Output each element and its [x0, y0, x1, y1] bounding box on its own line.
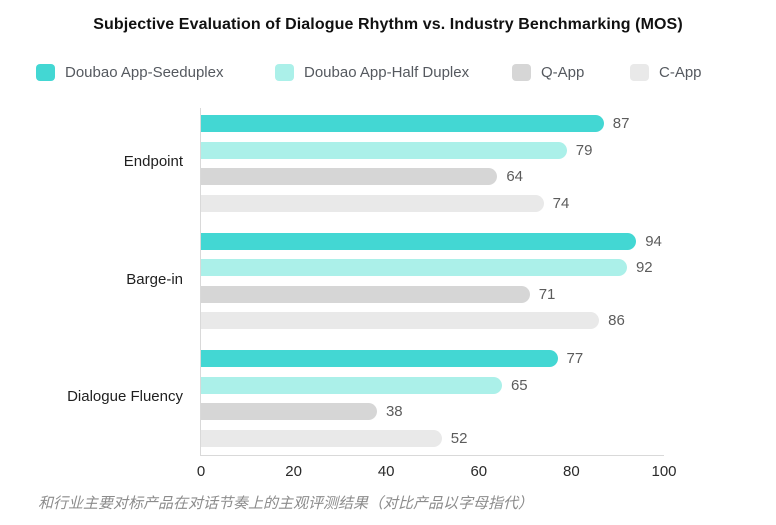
legend-swatch-icon — [275, 63, 294, 81]
bar-doubao-app-half-duplex: 92 — [201, 259, 653, 276]
bar-value-label: 64 — [506, 168, 523, 185]
bar-group-dialogue-fluency: Dialogue Fluency 77 65 38 52 — [67, 350, 664, 447]
bar-doubao-app-seeduplex: 94 — [201, 232, 662, 250]
chart-caption: 和行业主要对标产品在对话节奏上的主观评测结果（对比产品以字母指代） — [38, 495, 534, 512]
bar-doubao-app-half-duplex: 79 — [201, 141, 592, 159]
category-label: Dialogue Fluency — [67, 388, 183, 405]
legend-item-series-2: Doubao App-Half Duplex — [275, 62, 469, 82]
legend-label: C-App — [659, 63, 702, 81]
x-axis-tick-label: 60 — [470, 463, 488, 480]
bar-value-label: 65 — [510, 376, 528, 394]
legend-item-series-4: C-App — [630, 62, 702, 82]
bar-value-label: 71 — [538, 285, 556, 303]
plot-area: Endpoint 87 79 64 74 Barge-in 94 92 71 86 Dialogue… — [67, 108, 677, 480]
chart-title: Subjective Evaluation of Dialogue Rhythm… — [93, 16, 683, 33]
x-axis-tick-label: 100 — [651, 463, 677, 480]
legend-swatch-icon — [36, 63, 55, 81]
legend-item-series-3: Q-App — [512, 62, 584, 82]
x-axis-tick-label: 80 — [563, 463, 580, 480]
legend-swatch-icon — [630, 63, 649, 81]
bar-value-label: 94 — [645, 232, 662, 250]
x-axis-tick-label: 20 — [285, 463, 302, 480]
bar-value-label: 74 — [552, 194, 570, 212]
bar-group-endpoint: Endpoint 87 79 64 74 — [124, 115, 664, 212]
bar-doubao-app-seeduplex: 77 — [201, 350, 583, 367]
bar-value-label: 38 — [385, 403, 403, 420]
category-label: Endpoint — [123, 153, 183, 170]
bar-value-label: 77 — [566, 350, 584, 367]
bar-c-app: 74 — [201, 194, 569, 212]
legend-label: Doubao App-Seeduplex — [65, 63, 224, 81]
bar-q-app: 38 — [201, 403, 403, 420]
bar-value-label: 87 — [612, 115, 630, 132]
x-axis-tick-label: 0 — [196, 463, 206, 480]
legend: Doubao App-Seeduplex Doubao App-Half Dupl… — [0, 62, 776, 84]
bar-value-label: 92 — [635, 259, 653, 276]
bar-group-barge-in: Barge-in 94 92 71 86 — [126, 232, 664, 330]
bar-c-app: 52 — [201, 429, 467, 447]
x-axis-tick-label: 40 — [377, 463, 395, 480]
bar-value-label: 52 — [450, 429, 468, 447]
bar-value-label: 79 — [575, 141, 593, 159]
legend-label: Doubao App-Half Duplex — [304, 63, 470, 81]
bar-doubao-app-seeduplex: 87 — [201, 115, 629, 132]
legend-label: Q-App — [541, 63, 585, 81]
bar-q-app: 64 — [201, 168, 523, 185]
legend-swatch-icon — [512, 63, 531, 81]
bar-c-app: 86 — [201, 312, 625, 329]
bar-q-app: 71 — [201, 285, 555, 303]
bar-value-label: 86 — [608, 312, 625, 329]
bar-doubao-app-half-duplex: 65 — [201, 376, 528, 394]
legend-item-series-1: Doubao App-Seeduplex — [36, 62, 223, 82]
category-label: Barge-in — [126, 270, 183, 288]
